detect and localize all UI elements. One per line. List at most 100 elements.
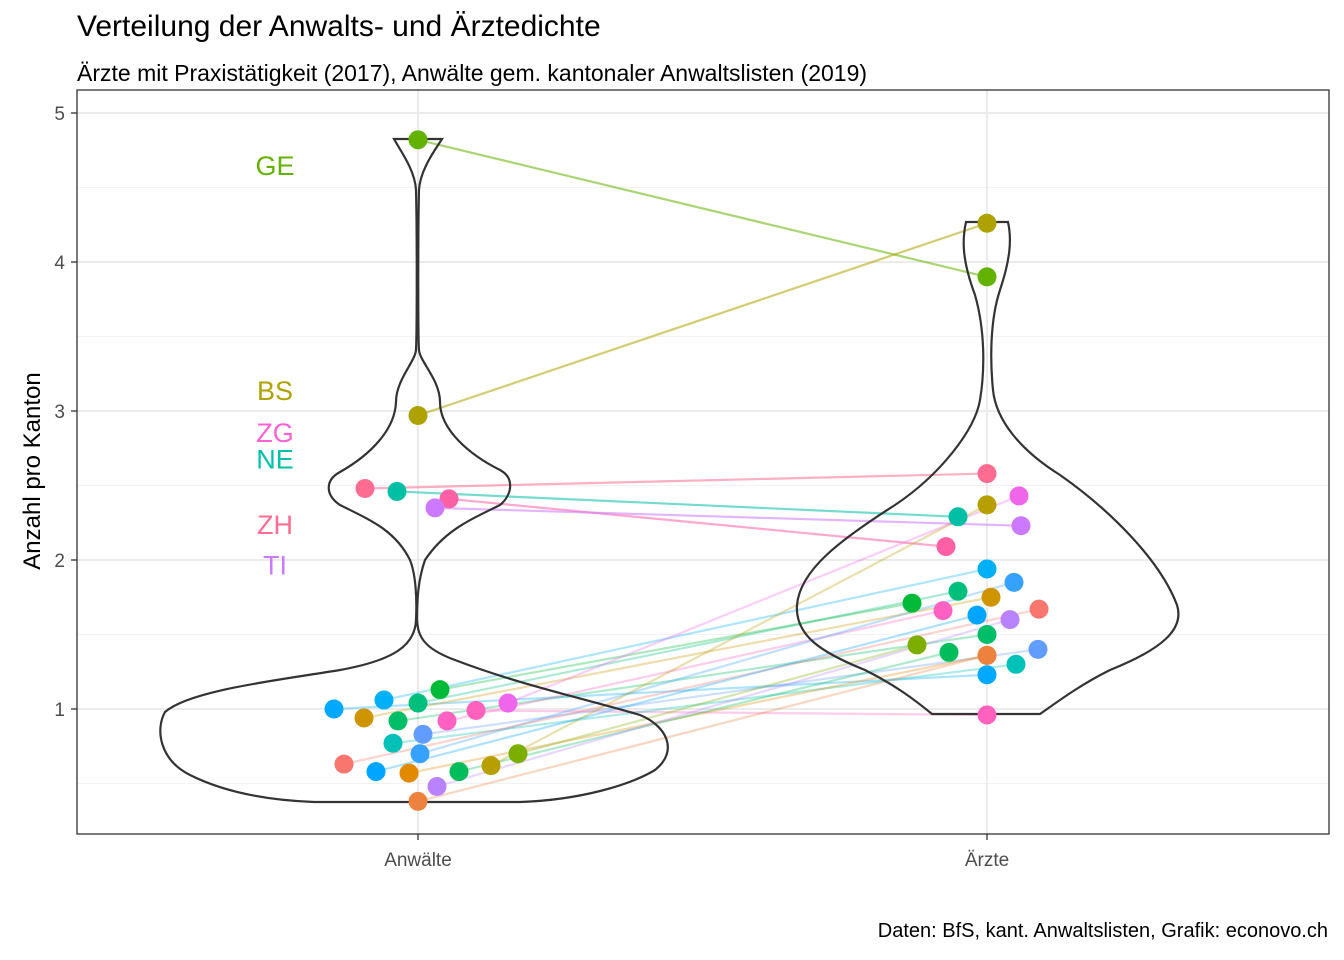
- violin-anwaelte: [159, 137, 669, 804]
- point-aerzte: [1009, 486, 1029, 506]
- series-line: [383, 567, 988, 702]
- point-anwaelte: [399, 763, 419, 783]
- data-points: [324, 130, 1049, 811]
- chart-subtitle: Ärzte mit Praxistätigkeit (2017), Anwält…: [77, 60, 868, 86]
- point-anwaelte: [388, 711, 408, 731]
- x-ticks: Anwälte Ärzte: [384, 834, 1009, 871]
- point-aerzte: [1028, 639, 1048, 659]
- point-anwaelte: [466, 700, 486, 720]
- point-aerzte: [977, 213, 997, 233]
- point-aerzte: [948, 581, 968, 601]
- series-line: [408, 654, 988, 775]
- series-line: [364, 472, 988, 490]
- y-tick-label: 4: [54, 253, 65, 274]
- point-anwaelte: [425, 498, 445, 518]
- grid: [77, 90, 1329, 834]
- point-aerzte: [902, 593, 922, 613]
- series-line: [397, 633, 988, 723]
- point-anwaelte: [498, 693, 518, 713]
- violins: [159, 137, 1180, 804]
- point-aerzte: [936, 537, 956, 557]
- point-anwaelte: [387, 481, 407, 501]
- point-anwaelte: [430, 680, 450, 700]
- point-aerzte: [933, 601, 953, 621]
- chart-caption: Daten: BfS, kant. Anwaltslisten, Grafik:…: [877, 920, 1328, 942]
- canton-label: TI: [263, 550, 287, 580]
- point-anwaelte: [437, 711, 457, 731]
- point-anwaelte: [366, 762, 386, 782]
- series-lines: [333, 138, 1040, 803]
- axes: 1 2 3 4 5 Anwälte Ärzte Anzahl pro Kanton: [19, 89, 1330, 871]
- point-aerzte: [977, 645, 997, 665]
- point-aerzte: [967, 605, 987, 625]
- y-axis-label: Anzahl pro Kanton: [19, 372, 46, 569]
- series-line: [396, 490, 959, 518]
- point-anwaelte: [408, 405, 428, 425]
- point-aerzte: [1011, 516, 1031, 536]
- point-anwaelte: [439, 489, 459, 509]
- y-ticks: 1 2 3 4 5: [54, 104, 77, 721]
- series-line: [417, 590, 959, 705]
- point-aerzte: [948, 507, 968, 527]
- series-line: [446, 609, 944, 722]
- series-line: [417, 138, 988, 278]
- point-aerzte: [981, 587, 1001, 607]
- point-anwaelte: [374, 690, 394, 710]
- point-aerzte: [977, 559, 997, 579]
- point-anwaelte: [481, 756, 501, 776]
- point-aerzte: [907, 635, 927, 655]
- series-line: [475, 709, 988, 717]
- y-tick-label: 1: [54, 700, 65, 721]
- violin-aerzte: [795, 220, 1180, 716]
- point-aerzte: [977, 705, 997, 725]
- canton-label: ZH: [257, 510, 293, 540]
- point-anwaelte: [508, 744, 528, 764]
- series-line: [439, 602, 913, 691]
- point-anwaelte: [334, 754, 354, 774]
- point-anwaelte: [383, 733, 403, 753]
- point-aerzte: [1029, 599, 1049, 619]
- canton-label: NE: [256, 445, 294, 475]
- panel-border: [76, 89, 1330, 835]
- series-line: [422, 648, 1039, 736]
- point-aerzte: [1004, 572, 1024, 592]
- series-line: [434, 506, 1022, 527]
- point-aerzte: [1000, 610, 1020, 630]
- point-anwaelte: [355, 478, 375, 498]
- point-anwaelte: [408, 791, 428, 811]
- canton-label: GE: [255, 151, 294, 181]
- series-line: [507, 494, 1020, 705]
- point-aerzte: [977, 495, 997, 515]
- point-aerzte: [1006, 654, 1026, 674]
- point-aerzte: [977, 625, 997, 644]
- series-line: [343, 608, 1040, 766]
- point-aerzte: [977, 665, 997, 685]
- series-line: [448, 497, 947, 548]
- x-tick-label: Ärzte: [965, 850, 1009, 871]
- y-tick-label: 3: [54, 402, 65, 423]
- series-line: [490, 503, 988, 767]
- series-line: [417, 654, 988, 803]
- point-aerzte: [939, 642, 959, 662]
- y-tick-label: 5: [54, 104, 65, 125]
- point-anwaelte: [354, 708, 374, 728]
- point-anwaelte: [408, 130, 428, 150]
- x-tick-label: Anwälte: [384, 850, 452, 871]
- point-anwaelte: [427, 776, 447, 796]
- point-anwaelte: [413, 724, 433, 744]
- point-anwaelte: [324, 699, 344, 719]
- canton-label: ZG: [256, 418, 294, 448]
- point-aerzte: [977, 464, 997, 484]
- y-tick-label: 2: [54, 551, 65, 572]
- canton-label: BS: [257, 376, 293, 406]
- point-aerzte: [977, 267, 997, 287]
- series-line: [363, 596, 992, 720]
- point-anwaelte: [408, 693, 428, 713]
- point-anwaelte: [410, 744, 430, 764]
- series-line: [392, 663, 1017, 745]
- series-line: [333, 673, 988, 711]
- series-line: [417, 222, 988, 417]
- series-line: [375, 614, 978, 773]
